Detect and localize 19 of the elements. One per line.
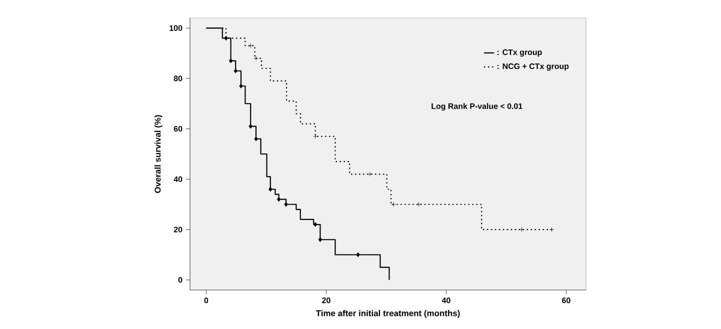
point — [356, 252, 360, 258]
point — [248, 124, 252, 129]
point — [276, 196, 281, 202]
point — [239, 84, 243, 88]
point — [416, 202, 421, 207]
point — [391, 202, 396, 207]
x-axis-title: Time after initial treatment (months) — [316, 310, 460, 318]
point — [368, 172, 372, 177]
point — [314, 222, 318, 227]
point — [549, 227, 554, 232]
y-axis-title: Overall survival (%) — [154, 115, 162, 193]
point — [234, 68, 238, 74]
point — [254, 56, 258, 61]
point — [313, 134, 318, 139]
point — [228, 58, 233, 64]
point — [268, 186, 272, 192]
point — [224, 36, 228, 41]
point — [318, 237, 322, 242]
point — [248, 43, 253, 48]
